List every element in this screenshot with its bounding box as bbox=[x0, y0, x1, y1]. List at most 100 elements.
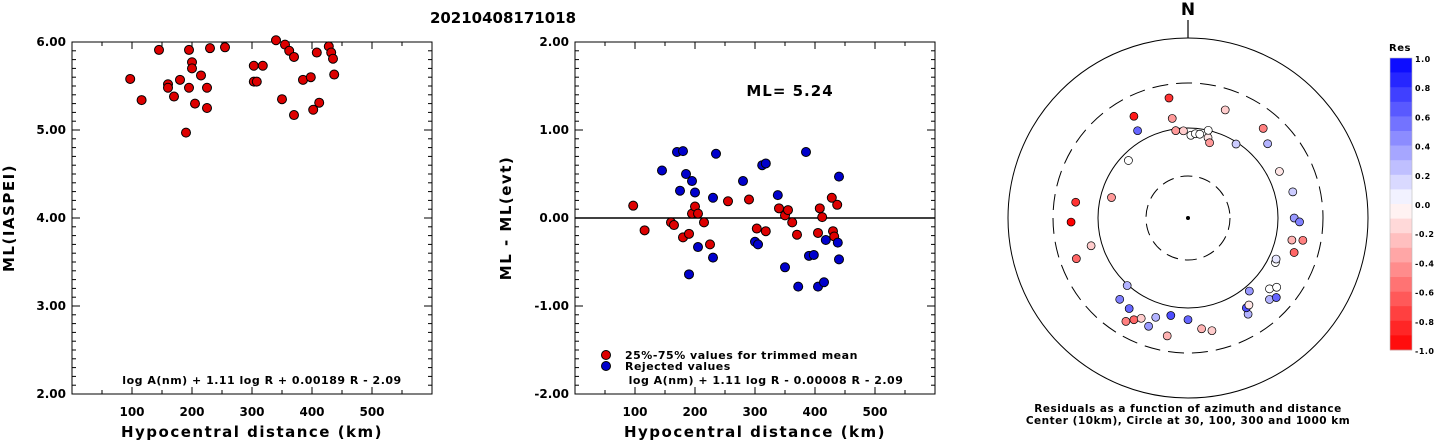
azimuth-station-point bbox=[1151, 312, 1161, 322]
p1-trimmed-point bbox=[257, 60, 268, 71]
p2-trimmed-point bbox=[787, 217, 798, 228]
p1-ytick-label: 3.00 bbox=[36, 299, 66, 313]
colorbar-cell bbox=[1390, 116, 1412, 132]
magnitude-xlabel: Hypocentral distance (km) bbox=[121, 423, 383, 441]
p2-xtick-label: 500 bbox=[862, 405, 887, 419]
azimuth-station-point bbox=[1071, 197, 1081, 207]
p2-trimmed-point bbox=[751, 223, 762, 234]
azimuth-station-point bbox=[1164, 93, 1174, 103]
magnitude-plot-frame bbox=[71, 41, 433, 395]
azimuth-station-point bbox=[1086, 241, 1096, 251]
p1-ytick-label: 2.00 bbox=[36, 387, 66, 401]
azimuth-station-point bbox=[1171, 126, 1181, 136]
p1-trimmed-point bbox=[190, 98, 200, 109]
p1-trimmed-point bbox=[196, 70, 206, 81]
magnitude-panel: 100 200 300 400 500 2.00 3.00 4.00 5.00 6.00 Hypo… bbox=[0, 35, 433, 441]
colorbar-tick-label: 1.0 bbox=[1415, 55, 1431, 64]
p2-rejected-point bbox=[801, 147, 811, 157]
azimuth-station-point bbox=[1272, 282, 1282, 292]
p2-rejected-point bbox=[760, 158, 771, 169]
p1-trimmed-point bbox=[251, 76, 262, 87]
p2-xtick-label: 300 bbox=[742, 405, 767, 419]
colorbar-tick-label: -1.0 bbox=[1415, 347, 1435, 356]
p2-trimmed-point bbox=[639, 225, 650, 236]
p1-trimmed-point bbox=[328, 53, 338, 64]
p2-rejected-point bbox=[711, 148, 721, 159]
p2-ytick-label: -1.00 bbox=[534, 299, 569, 313]
p1-trimmed-point bbox=[154, 44, 164, 55]
p1-trimmed-point bbox=[220, 42, 230, 53]
colorbar-frame bbox=[1389, 57, 1413, 351]
colorbar-tick-label: -0.2 bbox=[1415, 230, 1435, 239]
colorbar-cell bbox=[1390, 335, 1412, 351]
epicenter-dot bbox=[1186, 216, 1190, 220]
azimuth-station-point bbox=[1129, 315, 1139, 325]
p1-trimmed-point bbox=[184, 82, 194, 93]
azimuth-panel: N Residuals as a function of azimuth and… bbox=[1007, 0, 1369, 427]
azimuth-station-point bbox=[1162, 331, 1172, 341]
colorbar-tick-label: 0.8 bbox=[1415, 84, 1431, 93]
p2-rejected-point bbox=[834, 171, 844, 182]
colorbar-cell bbox=[1390, 160, 1412, 176]
azimuth-station-point bbox=[1265, 284, 1274, 294]
p2-ytick-label: -2.00 bbox=[534, 387, 569, 401]
p2-trimmed-point bbox=[814, 203, 825, 214]
azimuth-station-point bbox=[1295, 217, 1304, 227]
p2-rejected-point bbox=[832, 237, 843, 248]
azimuth-station-point bbox=[1203, 125, 1213, 135]
p2-ytick-label: 2.00 bbox=[539, 35, 569, 49]
residual-formula: log A(nm) + 1.11 log R - 0.00008 R - 2.0… bbox=[629, 374, 904, 387]
p1-ytick-label: 5.00 bbox=[36, 123, 66, 137]
p2-trimmed-point bbox=[693, 208, 703, 219]
p1-xtick-label: 200 bbox=[179, 405, 204, 419]
p1-trimmed-point bbox=[181, 127, 191, 138]
colorbar-cell bbox=[1390, 204, 1412, 219]
p2-rejected-point bbox=[681, 169, 691, 179]
p2-xtick-label: 400 bbox=[802, 405, 827, 419]
colorbar-cell bbox=[1390, 262, 1412, 278]
p2-rejected-point bbox=[693, 242, 703, 253]
colorbar-cell bbox=[1390, 58, 1412, 73]
p2-trimmed-point bbox=[813, 227, 823, 238]
p2-rejected-point bbox=[780, 262, 790, 273]
azimuth-station-point bbox=[1288, 187, 1298, 197]
legend-trimmed-label: 25%-75% values for trimmed mean bbox=[625, 349, 858, 362]
colorbar-tick-label: -0.8 bbox=[1415, 318, 1435, 327]
p1-xtick-label: 500 bbox=[359, 405, 384, 419]
colorbar-cell bbox=[1390, 306, 1412, 322]
azimuth-station-point bbox=[1167, 114, 1177, 123]
colorbar-cell bbox=[1390, 145, 1412, 161]
p2-trimmed-point bbox=[832, 199, 843, 210]
ml-annotation: ML= 5.24 bbox=[746, 82, 833, 100]
p2-trimmed-point bbox=[684, 228, 694, 239]
p2-rejected-point bbox=[820, 235, 831, 245]
p1-trimmed-point bbox=[163, 82, 173, 93]
colorbar-cell bbox=[1390, 233, 1412, 249]
p1-trimmed-point bbox=[187, 63, 197, 74]
circle-100km bbox=[1097, 127, 1279, 309]
p2-trimmed-point bbox=[783, 205, 793, 216]
p1-xtick-label: 400 bbox=[299, 405, 324, 419]
colorbar-tick-label: -0.6 bbox=[1415, 289, 1435, 298]
circle-30km bbox=[1145, 175, 1231, 261]
p2-rejected-point bbox=[687, 176, 697, 187]
p2-trimmed-point bbox=[826, 192, 837, 203]
p1-trimmed-point bbox=[175, 74, 185, 85]
azimuth-station-point bbox=[1231, 139, 1241, 149]
azimuth-station-point bbox=[1124, 156, 1133, 165]
p2-trimmed-point bbox=[705, 239, 715, 250]
p2-rejected-point bbox=[793, 281, 804, 292]
p1-trimmed-point bbox=[271, 35, 281, 46]
azimuth-station-point bbox=[1129, 111, 1139, 121]
p2-rejected-point bbox=[819, 277, 829, 288]
p2-trimmed-point bbox=[817, 212, 828, 223]
colorbar-tick-label: 0.4 bbox=[1415, 143, 1431, 152]
azimuth-station-point bbox=[1122, 281, 1132, 290]
magnitude-formula: log A(nm) + 1.11 log R + 0.00189 R - 2.0… bbox=[122, 374, 401, 387]
p2-trimmed-point bbox=[744, 194, 754, 205]
colorbar-cell bbox=[1390, 291, 1412, 307]
azimuth-station-point bbox=[1271, 293, 1281, 302]
p2-rejected-point bbox=[675, 185, 685, 196]
p2-rejected-point bbox=[834, 254, 844, 265]
magnitude-ylabel: ML(IASPEI) bbox=[0, 164, 18, 272]
